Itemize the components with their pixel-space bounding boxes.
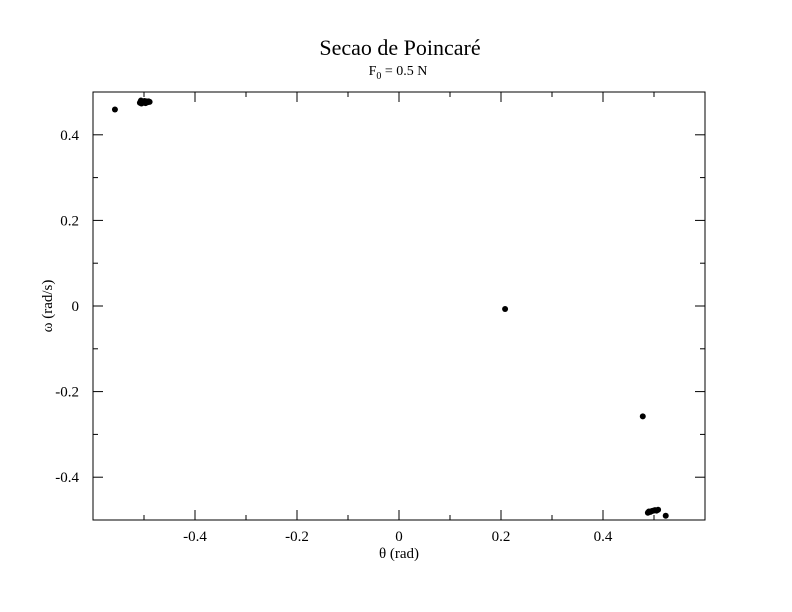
data-point bbox=[502, 305, 509, 312]
data-point bbox=[639, 413, 646, 420]
data-point bbox=[111, 106, 118, 113]
subtitle-prefix: F bbox=[369, 64, 377, 79]
plot-frame bbox=[92, 91, 706, 521]
x-tick-label: 0.2 bbox=[492, 529, 511, 545]
chart-title: Secao de Poincaré bbox=[319, 35, 480, 60]
x-tick-label: -0.2 bbox=[285, 529, 309, 545]
y-tick-label: 0 bbox=[72, 299, 80, 315]
data-point bbox=[146, 98, 153, 105]
y-axis-label: ω (rad/s) bbox=[40, 280, 56, 333]
x-tick-label: -0.4 bbox=[183, 529, 207, 545]
y-tick-label: 0.4 bbox=[60, 128, 79, 144]
x-tick-label: 0.4 bbox=[594, 529, 613, 545]
y-tick-label: -0.2 bbox=[55, 385, 79, 401]
chart-subtitle: F0 = 0.5 N bbox=[369, 64, 428, 82]
data-points bbox=[111, 97, 669, 519]
data-point bbox=[655, 506, 662, 513]
y-tick-label: 0.2 bbox=[60, 213, 79, 229]
y-tick-label: -0.4 bbox=[55, 470, 79, 486]
ticks: -0.4 -0.2 0 0.2 0.4 -0.4 -0.2 0 0.2 0.4 bbox=[55, 92, 705, 545]
x-tick-label: 0 bbox=[395, 529, 403, 545]
subtitle-suffix: = 0.5 N bbox=[381, 64, 427, 79]
x-axis-label: θ (rad) bbox=[379, 546, 419, 562]
subtitle-subscript: 0 bbox=[376, 71, 381, 82]
data-point bbox=[662, 512, 669, 519]
